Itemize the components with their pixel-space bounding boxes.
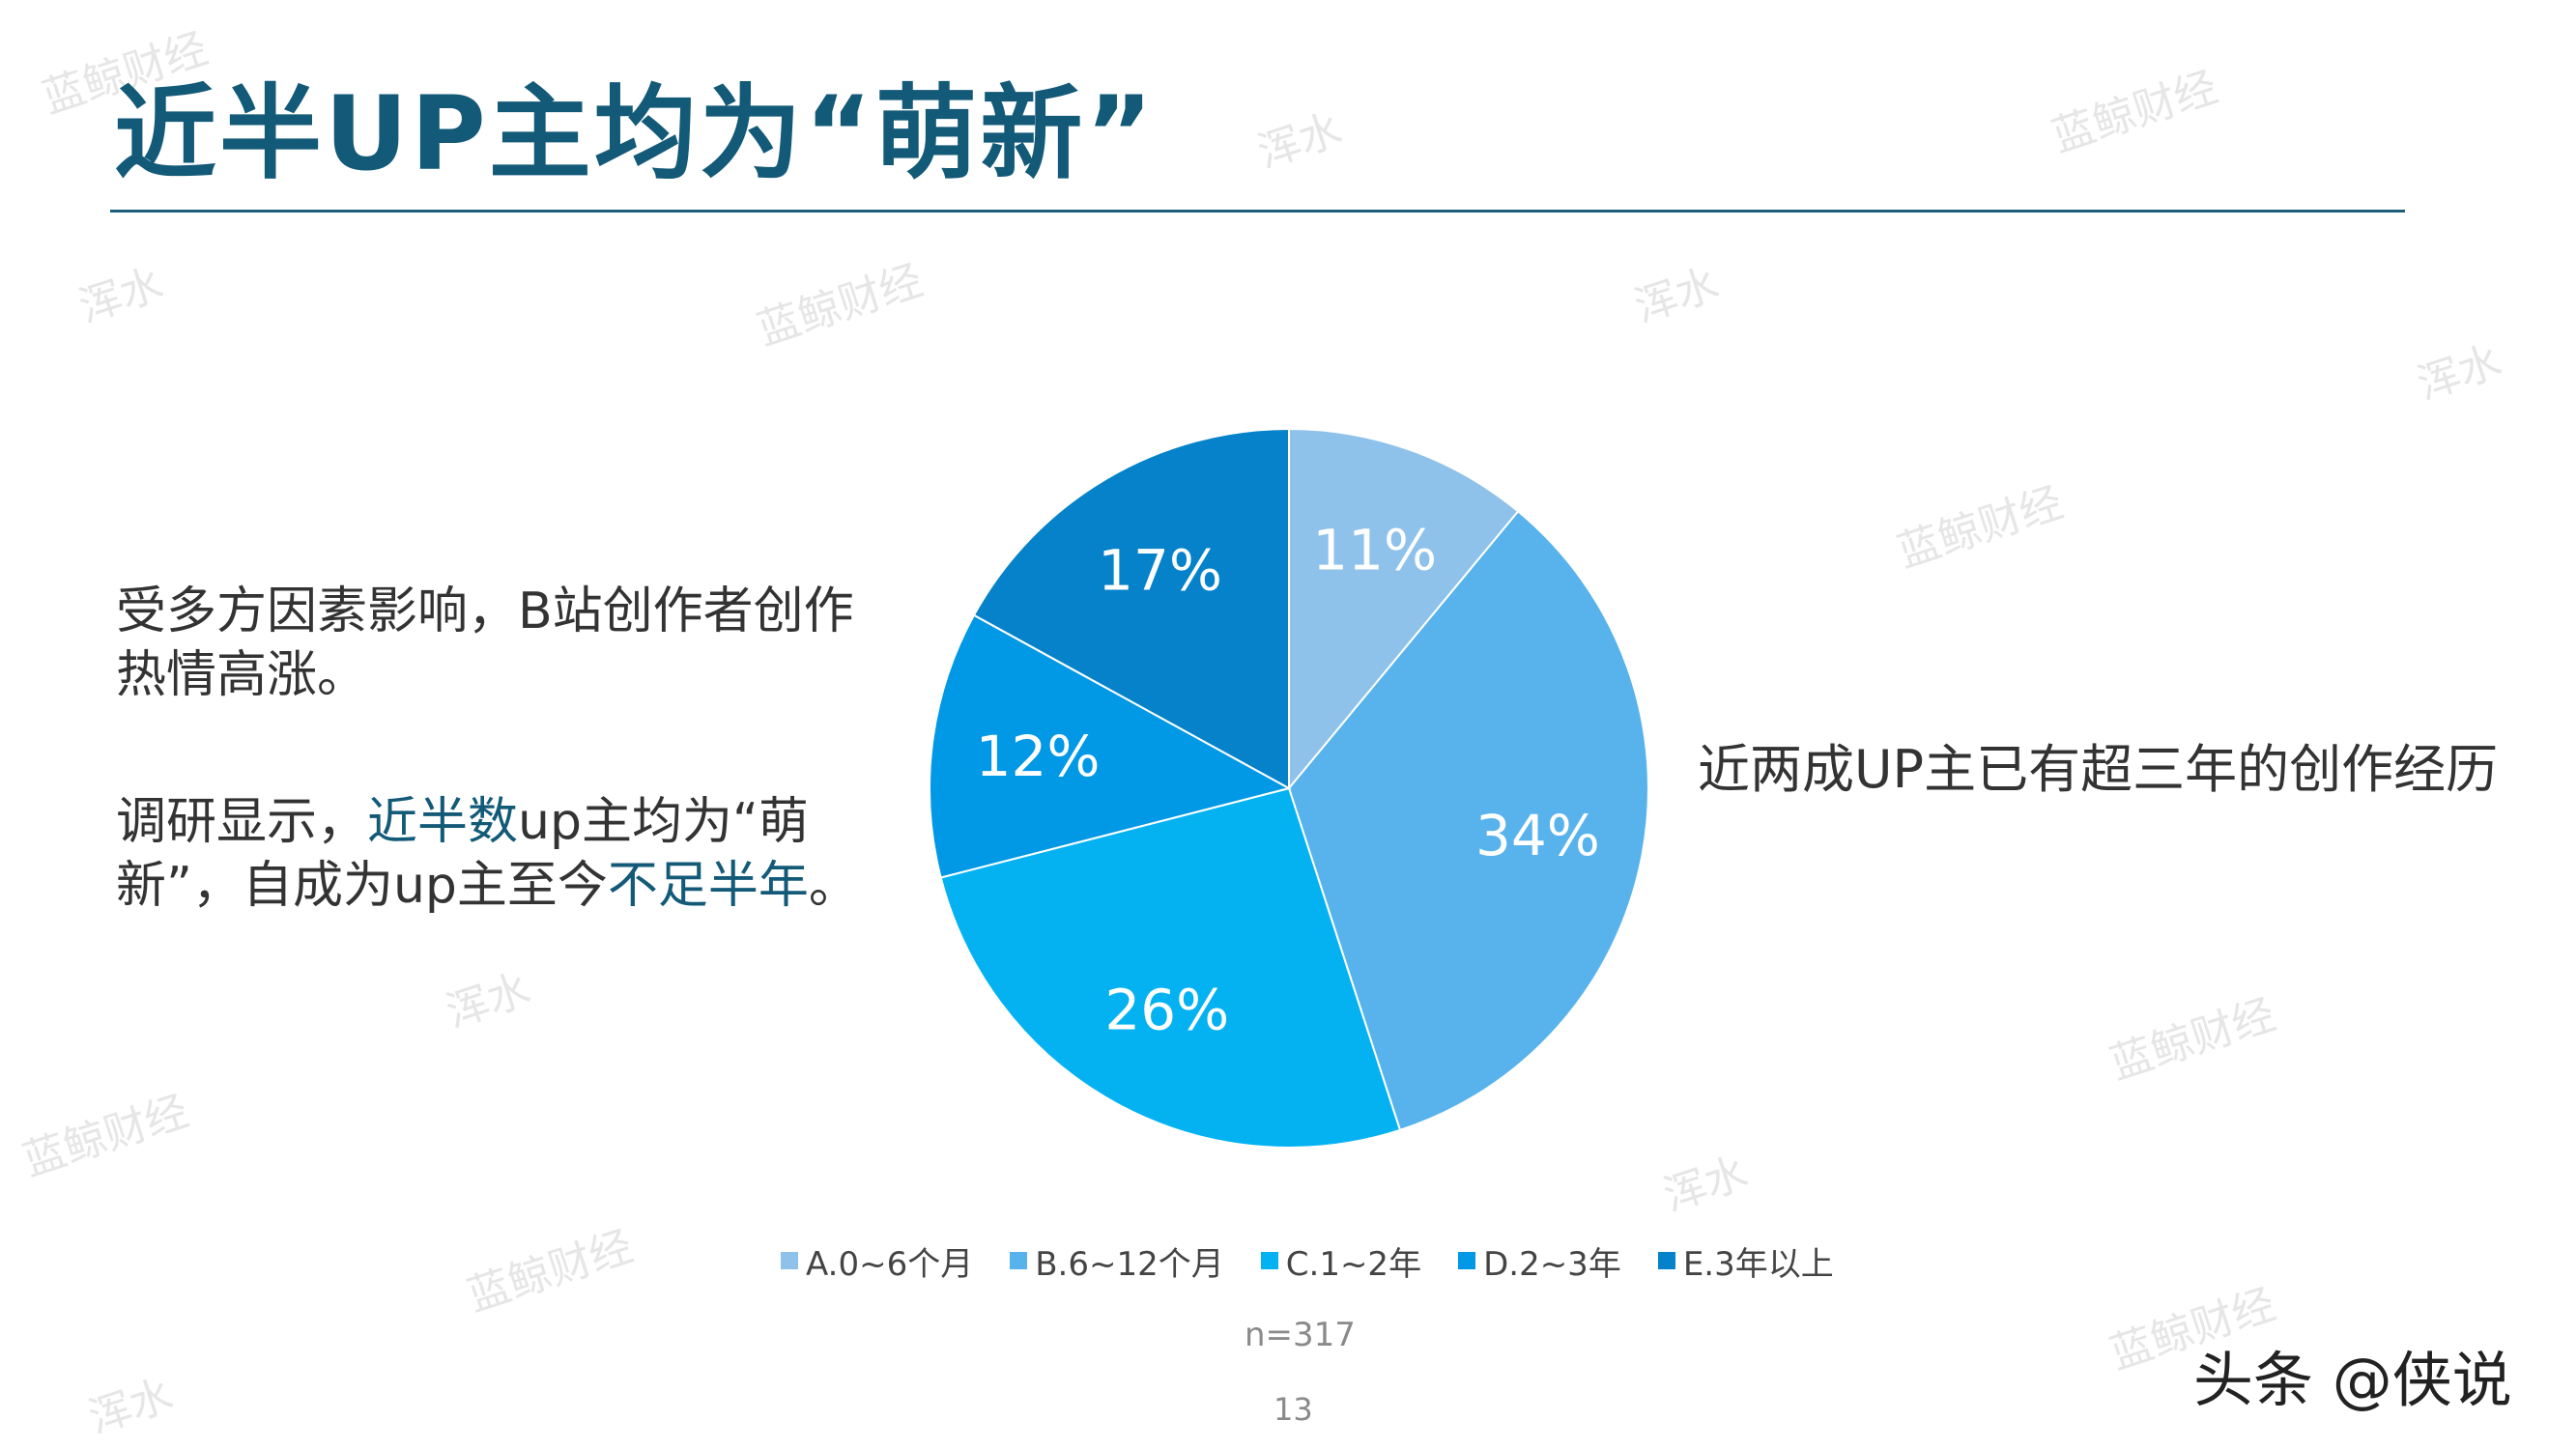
chart-legend: A.0~6个月 B.6~12个月 C.1~2年 D.2~3年 E.3年以上 (781, 1236, 1834, 1285)
watermark: 浑水 (440, 964, 537, 1038)
survey-text: 。 (808, 857, 859, 915)
page-title: 近半UP主均为“萌新” (114, 74, 1157, 193)
slice-label: 17% (1098, 538, 1222, 604)
pie-slice-b (1287, 509, 1649, 1132)
side-note: 近两成UP主已有超三年的创作经历 (1698, 739, 2499, 800)
legend-label: D.2~3年 (1483, 1244, 1621, 1284)
legend-swatch (1260, 1252, 1278, 1269)
legend-label: E.3年以上 (1682, 1244, 1834, 1284)
pie-slice-d (929, 613, 1292, 879)
watermark: 浑水 (1628, 259, 1726, 333)
watermark: 浑水 (2411, 336, 2508, 411)
watermark: 浑水 (1251, 104, 1349, 179)
pie-slice-e (972, 427, 1290, 790)
pie-slice-c (939, 786, 1402, 1149)
highlight-text: 近半数 (367, 793, 519, 851)
pie-chart: 11% 34% 26% 12% 17% (929, 427, 1649, 1149)
legend-item: D.2~3年 (1458, 1237, 1621, 1285)
sample-size: n=317 (1245, 1316, 1356, 1354)
slice-label: 12% (976, 724, 1101, 789)
legend-item: A.0~6个月 (781, 1237, 973, 1285)
page-number: 13 (1274, 1391, 1313, 1428)
highlight-text: 不足半年 (607, 857, 809, 915)
legend-item: E.3年以上 (1657, 1237, 1834, 1285)
legend-item: B.6~12个月 (1010, 1237, 1224, 1285)
watermark: 浑水 (82, 1370, 180, 1444)
watermark: 蓝鲸财经 (1891, 477, 2069, 578)
legend-label: A.0~6个月 (806, 1244, 974, 1284)
watermark: 蓝鲸财经 (2046, 62, 2223, 162)
pie-slice-a (1288, 427, 1520, 791)
source-byline: 头条 @侠说 (2193, 1345, 2512, 1415)
slice-label: 34% (1475, 803, 1600, 868)
slice-label: 11% (1312, 518, 1437, 583)
legend-swatch (1657, 1252, 1675, 1269)
survey-text: up主均为“萌新”，自成为up主至今 (116, 793, 809, 915)
watermark: 蓝鲸财经 (16, 1086, 194, 1186)
slice-label: 26% (1104, 978, 1229, 1043)
legend-swatch (1458, 1252, 1476, 1269)
legend-item: C.1~2年 (1260, 1237, 1422, 1285)
legend-label: B.6~12个月 (1035, 1244, 1224, 1284)
legend-swatch (1010, 1252, 1028, 1269)
survey-paragraph: 调研显示，近半数up主均为“萌新”，自成为up主至今不足半年。 (116, 790, 870, 918)
survey-text: 调研显示， (116, 793, 368, 851)
watermark: 蓝鲸财经 (2104, 989, 2281, 1090)
legend-swatch (781, 1252, 798, 1269)
title-divider (110, 210, 2405, 213)
watermark: 浑水 (72, 259, 170, 333)
legend-label: C.1~2年 (1285, 1244, 1422, 1284)
watermark: 蓝鲸财经 (751, 255, 929, 355)
intro-paragraph: 受多方因素影响，B站创作者创作热情高涨。 (116, 582, 854, 704)
watermark: 蓝鲸财经 (461, 1221, 639, 1321)
